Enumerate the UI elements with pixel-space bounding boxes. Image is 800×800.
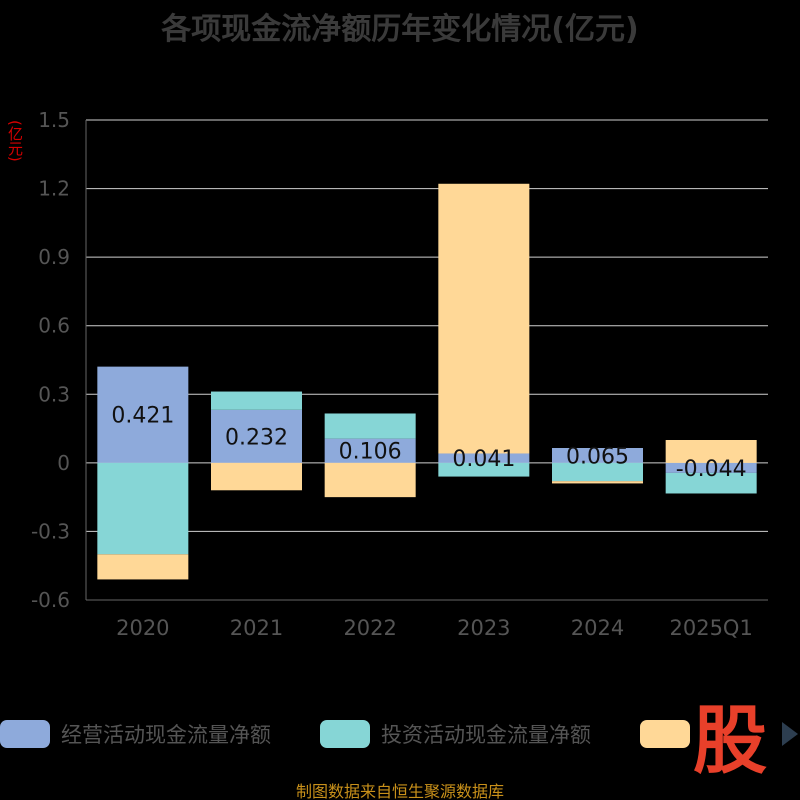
y-tick-label: 1.2 — [38, 177, 70, 201]
y-tick-label: -0.3 — [31, 519, 70, 543]
x-tick-label: 2024 — [571, 616, 624, 640]
bar-segment-3[interactable] — [552, 481, 643, 484]
data-label: 0.065 — [566, 444, 629, 469]
bar-segment-2[interactable] — [438, 462, 530, 477]
bar-segment-1[interactable] — [324, 438, 416, 463]
data-label: 0.106 — [339, 440, 402, 465]
bar-segment-1[interactable] — [211, 409, 302, 463]
y-tick-label: 0.6 — [38, 314, 70, 338]
legend-scroll-arrow-icon[interactable] — [782, 722, 798, 746]
y-tick-label: 1.5 — [38, 108, 70, 132]
bar-segment-2[interactable] — [211, 391, 302, 410]
chart-title: 各项现金流净额历年变化情况(亿元) — [161, 12, 639, 47]
y-tick-label: 0.9 — [38, 245, 70, 269]
bar-segment-1[interactable] — [97, 366, 189, 463]
legend-label-1[interactable]: 经营活动现金流量净额 — [61, 723, 271, 747]
bar-segment-1[interactable] — [552, 448, 643, 463]
bar-segment-2[interactable] — [324, 413, 416, 439]
legend-swatch-2[interactable] — [320, 720, 370, 748]
x-tick-label: 2022 — [343, 616, 396, 640]
x-tick-label: 2023 — [457, 616, 510, 640]
data-source-note: 制图数据来自恒生聚源数据库 — [295, 782, 504, 800]
y-tick-label: 0 — [57, 451, 70, 475]
y-tick-label: 0.3 — [38, 382, 70, 406]
bar-segment-2[interactable] — [97, 462, 189, 555]
legend-swatch-3[interactable] — [640, 720, 690, 748]
bar-segment-2[interactable] — [552, 462, 643, 482]
brand-logo: 股 — [693, 698, 767, 784]
data-label: 0.421 — [111, 404, 174, 429]
legend-swatch-1[interactable] — [0, 720, 50, 748]
bar-segment-2[interactable] — [665, 472, 757, 494]
legend-label-2[interactable]: 投资活动现金流量净额 — [381, 723, 591, 747]
bar-segment-1[interactable] — [438, 453, 530, 463]
data-label: -0.044 — [676, 457, 747, 482]
data-label: 0.232 — [225, 425, 288, 450]
bar-segment-3[interactable] — [97, 554, 189, 580]
y-tick-label: -0.6 — [31, 588, 70, 612]
bar-segment-3[interactable] — [665, 440, 757, 463]
x-tick-label: 2021 — [230, 616, 283, 640]
bar-segment-1[interactable] — [665, 462, 757, 473]
y-axis-unit-label: (亿元) — [6, 120, 24, 162]
x-tick-label: 2020 — [116, 616, 169, 640]
data-label: 0.041 — [452, 447, 515, 472]
x-tick-label: 2025Q1 — [669, 616, 752, 640]
bar-segment-3[interactable] — [438, 183, 530, 454]
bar-segment-3[interactable] — [324, 462, 416, 498]
bar-segment-3[interactable] — [211, 462, 302, 491]
